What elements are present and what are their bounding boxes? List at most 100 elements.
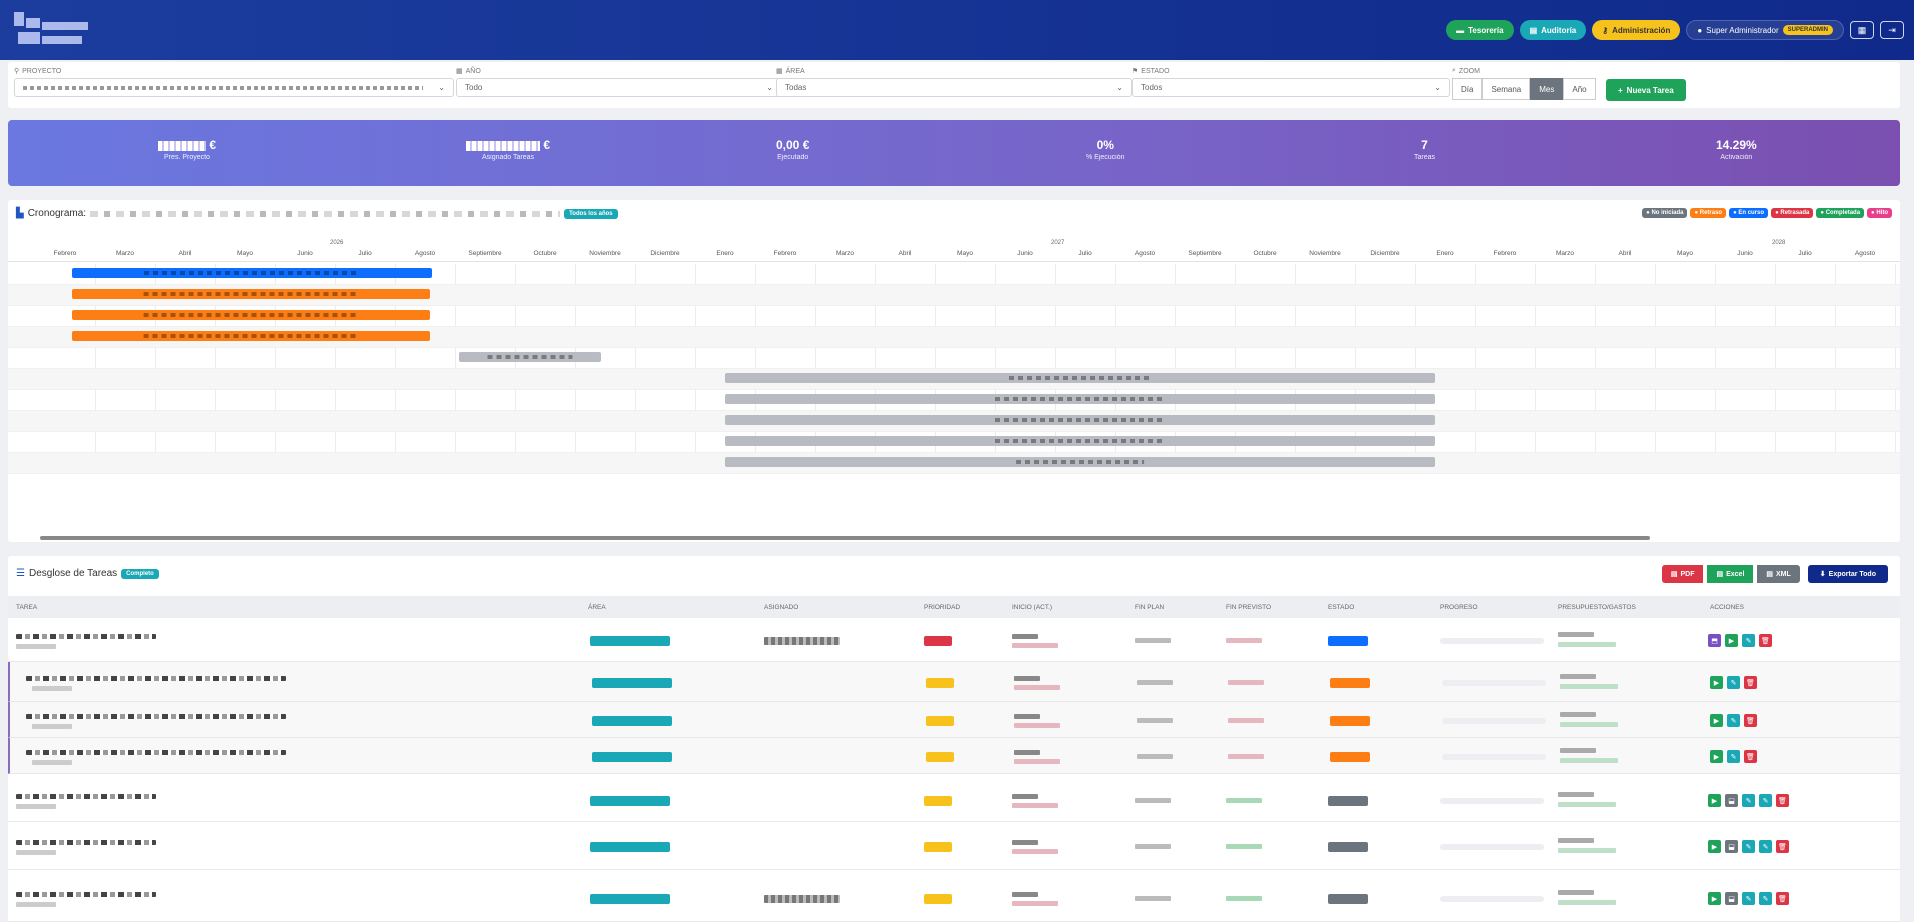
export-xml-button[interactable]: ▤ XML: [1757, 565, 1800, 583]
action-button[interactable]: 🗑: [1776, 892, 1789, 905]
action-button[interactable]: ✎: [1742, 634, 1755, 647]
task-name-redacted[interactable]: [16, 840, 156, 845]
action-button[interactable]: ▶: [1708, 892, 1721, 905]
action-button[interactable]: 🗑: [1776, 840, 1789, 853]
nav-auditoria-button[interactable]: ▤ Auditoría: [1519, 20, 1587, 40]
area-select[interactable]: Todas ⌄: [776, 78, 1132, 97]
gantt-bar-retraso[interactable]: [72, 331, 430, 341]
new-task-button[interactable]: + Nueva Tarea: [1606, 79, 1686, 101]
action-button[interactable]: ⬓: [1725, 840, 1738, 853]
month-label: Enero: [716, 250, 734, 257]
anio-select[interactable]: Todo ⌄: [456, 78, 782, 97]
zoom-anio-button[interactable]: Año: [1563, 78, 1596, 100]
action-button[interactable]: 🗑: [1744, 676, 1757, 689]
action-button[interactable]: ⬓: [1725, 892, 1738, 905]
task-name-redacted[interactable]: [16, 634, 156, 639]
action-button[interactable]: ✎: [1742, 892, 1755, 905]
action-button[interactable]: ✎: [1727, 714, 1740, 727]
col-fin-plan[interactable]: FIN PLAN: [1135, 604, 1165, 611]
trash-icon: 🗑: [1746, 753, 1755, 761]
gantt-bar-en-curso[interactable]: [72, 268, 432, 278]
action-button[interactable]: ⬓: [1725, 794, 1738, 807]
task-name-redacted[interactable]: [26, 714, 286, 719]
gantt-bar-retraso[interactable]: [72, 289, 430, 299]
zoom-dia-button[interactable]: Día: [1452, 78, 1483, 100]
action-button[interactable]: ✎: [1742, 840, 1755, 853]
col-fin-previsto[interactable]: FIN PREVISTO: [1226, 604, 1272, 611]
action-button[interactable]: ✎: [1742, 794, 1755, 807]
action-button[interactable]: ✎: [1727, 750, 1740, 763]
task-row[interactable]: ▶ ⬓ ✎ ✎ 🗑: [8, 874, 1900, 922]
app-logo[interactable]: [14, 12, 114, 50]
budget-redacted: [1560, 748, 1596, 753]
years-badge[interactable]: Todos los años: [564, 208, 618, 219]
task-name-redacted[interactable]: [26, 750, 286, 755]
action-button[interactable]: ✎: [1759, 892, 1772, 905]
col-presupuesto[interactable]: PRESUPUESTO/GASTOS: [1558, 604, 1636, 611]
money-icon: ▬: [1456, 25, 1465, 35]
action-button[interactable]: 🗑: [1744, 714, 1757, 727]
proyecto-select[interactable]: ⌄: [14, 78, 454, 97]
action-button[interactable]: ▶: [1708, 794, 1721, 807]
action-button[interactable]: ✎: [1759, 794, 1772, 807]
logout-button[interactable]: ⇥: [1880, 21, 1904, 39]
month-label: Febrero: [53, 250, 77, 257]
action-button[interactable]: ▶: [1725, 634, 1738, 647]
task-name-redacted[interactable]: [26, 676, 286, 681]
col-area[interactable]: ÁREA: [588, 604, 606, 611]
task-row[interactable]: ▶ ⬓ ✎ ✎ 🗑: [8, 778, 1900, 822]
gantt-horizontal-scrollbar[interactable]: [40, 536, 1650, 540]
col-asignado[interactable]: ASIGNADO: [764, 604, 799, 611]
export-pdf-button[interactable]: ▤ PDF: [1661, 565, 1704, 583]
start-actual-redacted: [1014, 685, 1060, 690]
progress-bar: [1442, 680, 1546, 686]
nav-administracion-button[interactable]: ⚷ Administración: [1592, 20, 1681, 40]
subtask-row[interactable]: ▶ ✎ 🗑: [8, 662, 1900, 702]
start-date-redacted: [1012, 892, 1038, 897]
gantt-months: Febrero Marzo Abril Mayo Junio Julio Agosto Sep…: [8, 250, 1900, 262]
task-row[interactable]: ▶ ⬓ ✎ ✎ 🗑: [8, 822, 1900, 870]
stat-asignado-tareas: € Asignado Tareas: [466, 138, 550, 161]
list-icon: ☰: [16, 568, 25, 579]
col-progreso[interactable]: PROGRESO: [1440, 604, 1478, 611]
zoom-mes-button[interactable]: Mes: [1530, 78, 1564, 100]
gantt-row: [8, 390, 1900, 411]
subtask-row[interactable]: ▶ ✎ 🗑: [8, 702, 1900, 738]
action-button[interactable]: ⬒: [1708, 634, 1721, 647]
action-button[interactable]: 🗑: [1759, 634, 1772, 647]
action-button[interactable]: ✎: [1727, 676, 1740, 689]
export-all-button[interactable]: ⬇ Exportar Todo: [1807, 565, 1888, 583]
action-button[interactable]: ▶: [1710, 714, 1723, 727]
gantt-bar-no-iniciada[interactable]: [725, 415, 1435, 425]
month-label: Marzo: [115, 250, 135, 257]
task-name-redacted[interactable]: [16, 794, 156, 799]
col-tarea[interactable]: TAREA: [16, 604, 38, 611]
nav-tesoreria-button[interactable]: ▬ Tesorería: [1446, 20, 1514, 40]
gantt-bar-no-iniciada[interactable]: [459, 352, 601, 362]
gantt-bar-no-iniciada[interactable]: [725, 457, 1435, 467]
month-label: Diciembre: [650, 250, 680, 257]
export-excel-button[interactable]: ▤ Excel: [1707, 565, 1754, 583]
action-button[interactable]: ✎: [1759, 840, 1772, 853]
task-row[interactable]: ⬒ ▶ ✎ 🗑: [8, 618, 1900, 662]
estado-select[interactable]: Todos ⌄: [1132, 78, 1450, 97]
subtask-row[interactable]: ▶ ✎ 🗑: [8, 738, 1900, 774]
task-name-redacted[interactable]: [16, 892, 156, 897]
action-button[interactable]: ▶: [1708, 840, 1721, 853]
col-prioridad[interactable]: PRIORIDAD: [924, 604, 961, 611]
col-estado[interactable]: ESTADO: [1328, 604, 1355, 611]
zoom-semana-button[interactable]: Semana: [1482, 78, 1531, 100]
gantt-bar-retraso[interactable]: [72, 310, 430, 320]
gantt-bar-no-iniciada[interactable]: [725, 436, 1435, 446]
gantt-bar-no-iniciada[interactable]: [725, 373, 1435, 383]
action-button[interactable]: ▶: [1710, 676, 1723, 689]
action-button[interactable]: ▶: [1710, 750, 1723, 763]
fin-plan-redacted: [1137, 718, 1173, 723]
action-button[interactable]: 🗑: [1744, 750, 1757, 763]
col-inicio[interactable]: INICIO (ACT.): [1012, 604, 1053, 611]
gantt-bar-no-iniciada[interactable]: [725, 394, 1435, 404]
action-button[interactable]: 🗑: [1776, 794, 1789, 807]
user-menu[interactable]: ● Super Administrador SUPERADMIN: [1686, 20, 1844, 40]
calculator-button[interactable]: ▦: [1850, 21, 1874, 39]
legend-retraso: ● Retraso: [1690, 208, 1727, 218]
